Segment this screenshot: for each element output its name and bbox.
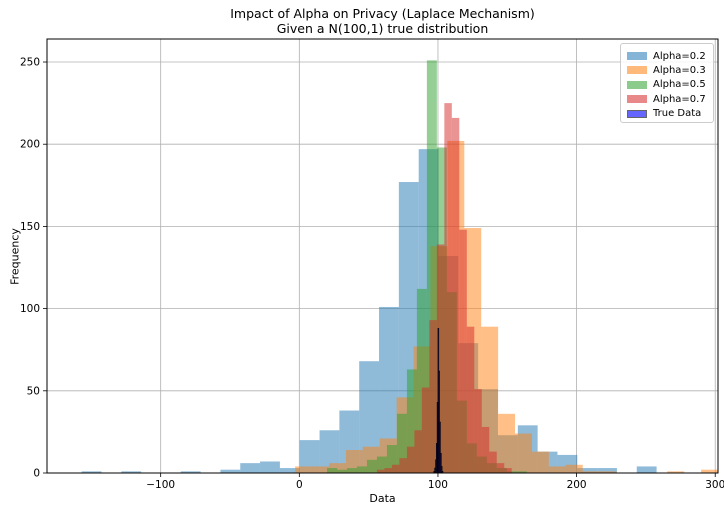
ticks-layer: −100 0 100 200 300 0 50 100 150 200 250	[20, 57, 724, 491]
histogram-bar	[481, 426, 490, 473]
grid-layer	[47, 39, 718, 474]
histogram-bar	[376, 469, 385, 473]
histogram-bar	[312, 466, 329, 473]
histogram-bar	[295, 466, 313, 473]
chart-legend: Alpha=0.2 Alpha=0.3 Alpha=0.5 Alpha=0.7 True…	[620, 43, 714, 123]
histogram-bar	[489, 451, 497, 473]
y-tick-label: 100	[20, 303, 40, 315]
histogram-bar	[459, 229, 467, 473]
legend-swatch	[627, 66, 647, 75]
histogram-bar	[421, 387, 430, 473]
y-tick-label: 200	[20, 139, 40, 151]
histogram-bar	[582, 471, 600, 473]
histogram-bar	[426, 60, 437, 473]
histogram-bar	[577, 468, 598, 473]
x-tick-label: 0	[296, 479, 303, 491]
legend-label: Alpha=0.5	[653, 79, 706, 91]
histogram-bar	[504, 468, 512, 473]
histogram-bar	[515, 433, 532, 473]
histogram-bar	[701, 469, 718, 473]
legend-label: True Data	[653, 108, 702, 120]
histogram-bar	[496, 463, 505, 473]
x-tick-label: −100	[146, 479, 175, 491]
histogram-bar	[474, 389, 482, 473]
x-tick-label: 300	[705, 479, 724, 491]
histogram-bar	[429, 320, 437, 473]
histogram-bar	[359, 361, 380, 473]
histogram-bar	[466, 326, 475, 473]
histogram-bar	[531, 451, 549, 473]
y-tick-label: 50	[27, 385, 40, 397]
histogram-bar	[121, 471, 142, 473]
legend-item: Alpha=0.5	[627, 78, 706, 92]
y-tick-label: 0	[33, 468, 40, 480]
histogram-bar	[240, 463, 261, 473]
histogram-bar	[636, 466, 657, 473]
legend-label: Alpha=0.2	[653, 50, 706, 62]
x-axis-label: Data	[369, 492, 396, 505]
legend-item: Alpha=0.3	[627, 63, 706, 77]
histogram-bar	[299, 440, 320, 473]
histogram-bar	[366, 459, 377, 473]
histogram-bar	[406, 446, 415, 473]
histogram-bar	[506, 471, 517, 473]
histogram-bar	[516, 471, 527, 473]
histogram-bar	[319, 430, 340, 473]
histogram-bar	[414, 430, 422, 473]
legend-swatch	[627, 52, 647, 60]
histogram-bar	[399, 458, 407, 473]
histogram-bar	[597, 468, 617, 473]
histogram-bar	[81, 471, 102, 473]
x-tick-label: 200	[567, 479, 587, 491]
histogram-bar	[386, 445, 397, 473]
y-axis-label: Frequency	[8, 228, 22, 285]
chart-title-line-2: Given a N(100,1) true distribution	[276, 21, 489, 36]
histogram-bar	[376, 456, 387, 473]
histogram-bar	[396, 413, 407, 473]
histogram-bar	[498, 413, 516, 473]
legend-item: Alpha=0.2	[627, 49, 706, 63]
axes-frame	[46, 38, 719, 474]
legend-item: Alpha=0.7	[627, 92, 706, 106]
histogram-bar	[444, 103, 452, 473]
histogram-bar	[416, 288, 427, 473]
legend-label: Alpha=0.7	[653, 93, 706, 105]
histogram-bar	[599, 471, 617, 473]
histogram-bar	[436, 244, 445, 473]
legend-swatch	[627, 95, 647, 104]
histogram-bar	[220, 469, 241, 473]
legend-label: Alpha=0.3	[653, 64, 706, 76]
legend-swatch	[627, 80, 647, 89]
legend-swatch	[627, 109, 647, 118]
x-tick-label: 100	[428, 479, 448, 491]
series-alpha-0-2	[81, 149, 657, 474]
bars-layer	[81, 60, 718, 474]
histogram-bar	[451, 117, 460, 473]
y-tick-label: 150	[20, 221, 40, 233]
histogram-bar	[667, 471, 685, 473]
histogram-bar	[391, 464, 400, 473]
histogram-bar	[548, 466, 566, 473]
histogram-bar	[384, 468, 392, 473]
legend-item: True Data	[627, 107, 701, 121]
chart-title-line-1: Impact of Alpha on Privacy (Laplace Mech…	[230, 6, 535, 21]
histogram-bar	[406, 369, 417, 473]
histogram-bar	[347, 468, 357, 473]
histogram-bar	[565, 464, 583, 473]
histogram-bar	[379, 306, 399, 473]
histogram-bar	[328, 463, 346, 473]
series-alpha-0-7	[376, 103, 512, 473]
histogram-bar	[337, 469, 348, 473]
y-tick-label: 250	[20, 57, 40, 69]
histogram-bar	[180, 471, 201, 473]
histogram-bar	[260, 461, 280, 473]
histogram-bar	[327, 468, 338, 473]
histogram-bar	[356, 466, 367, 473]
histogram-bar	[279, 468, 300, 473]
